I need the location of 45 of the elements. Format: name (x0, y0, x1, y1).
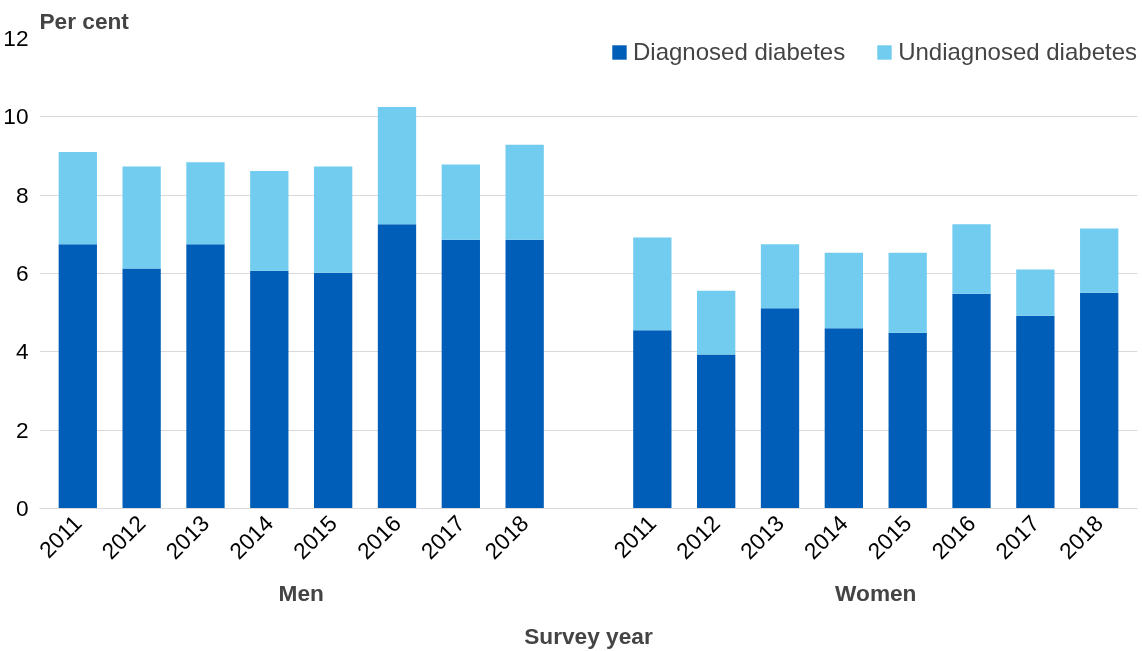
bar (1016, 269, 1055, 316)
y-tick-label: 2 (15, 416, 29, 443)
bar (122, 268, 161, 509)
bar (760, 244, 800, 309)
y-tick-label: 6 (15, 260, 29, 286)
bar (824, 252, 863, 329)
bar (377, 224, 417, 509)
bar (186, 162, 225, 245)
bar (505, 144, 544, 240)
bar (58, 244, 97, 509)
y-tick-label: 0 (15, 495, 29, 521)
legend-label: Diagnosed diabetes (632, 38, 846, 66)
bar (697, 354, 736, 509)
bar (250, 270, 289, 509)
legend-label: Undiagnosed diabetes (898, 38, 1137, 66)
bar (888, 332, 927, 509)
bar (314, 166, 353, 273)
bar (1016, 315, 1055, 509)
bar (186, 244, 225, 509)
bar (1080, 292, 1119, 509)
x-axis-title: Survey year (524, 622, 653, 649)
y-tick-label: 10 (3, 103, 29, 130)
bar (824, 328, 863, 509)
bar (441, 164, 480, 240)
bar (377, 107, 417, 225)
bar (952, 224, 991, 294)
bar (441, 239, 480, 509)
bar (314, 272, 353, 509)
bar (633, 330, 672, 509)
bar (760, 308, 800, 509)
bar (122, 166, 161, 269)
y-tick-label: 12 (3, 25, 29, 51)
y-tick-label: 4 (15, 338, 29, 365)
bar (952, 293, 991, 509)
y-tick-label: 8 (15, 181, 29, 208)
bar (1080, 228, 1119, 293)
y-axis-title: Per cent (39, 7, 130, 34)
bar (697, 290, 736, 355)
text: Men (278, 579, 324, 606)
bar (888, 252, 927, 333)
bar (250, 170, 289, 271)
bar (58, 152, 97, 245)
bar (633, 237, 672, 331)
text: Women (835, 579, 917, 606)
bar (505, 239, 544, 509)
